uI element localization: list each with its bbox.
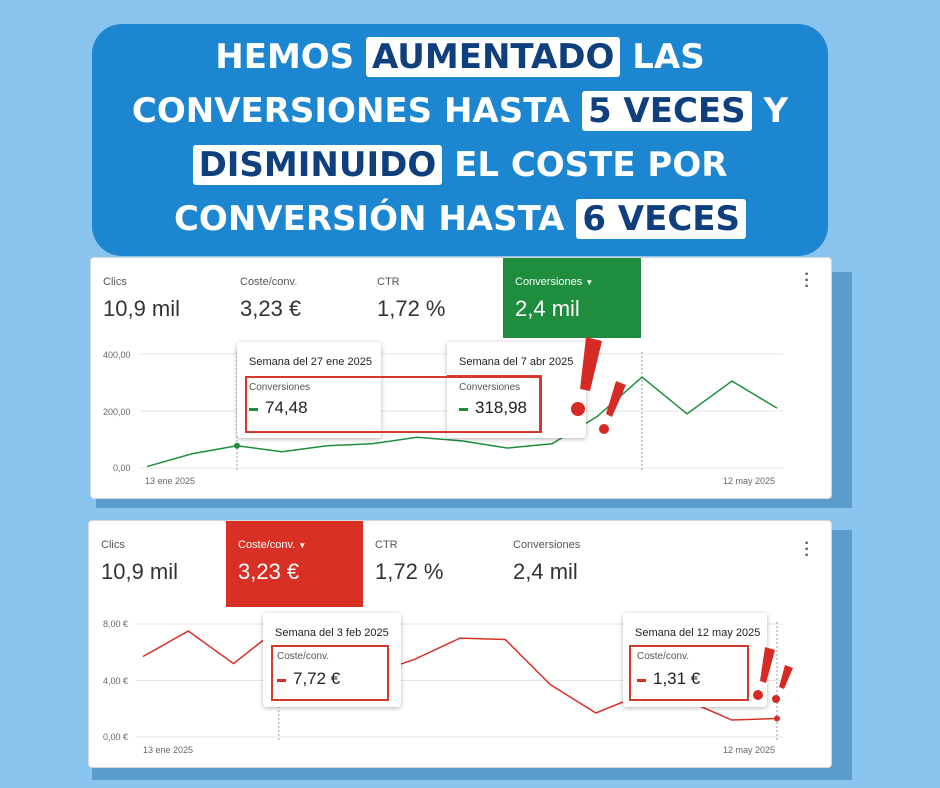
conversions-panel: Clics 10,9 mil Coste/conv. 3,23 € CTR 1,… [90,257,832,499]
metric-label: CTR [377,276,400,288]
tooltip-metric-label: Conversiones [459,382,521,393]
headline-line-2: CONVERSIONES HASTA 5 VECES Y [131,91,789,131]
metric-card-conversions[interactable]: Conversiones 2,4 mil [501,521,639,601]
y-tick-label: 8,00 € [103,619,129,629]
metric-value: 1,72 % [375,559,444,584]
x-tick-label-end: 12 may 2025 [723,476,776,486]
metric-card-conversions[interactable]: Conversiones ▼ 2,4 mil [503,258,641,338]
metric-value: 3,23 € [238,559,300,584]
headline-banner: HEMOS AUMENTADO LAS CONVERSIONES HASTA 5… [92,24,828,256]
tooltip-title: Semana del 27 ene 2025 [249,356,372,368]
metric-card-clicks[interactable]: Clics 10,9 mil [91,258,228,338]
headline-highlight-aumentado: AUMENTADO [366,37,621,77]
metric-label: Clics [103,276,127,288]
tooltip-week-12-may: Semana del 12 may 2025 Coste/conv. 1,31 … [623,613,767,707]
metric-value: 10,9 mil [103,296,181,321]
metric-label: Clics [101,539,125,551]
tooltip-title: Semana del 7 abr 2025 [459,356,574,368]
tooltip-value: 1,31 € [653,669,701,688]
exclamation-marks-icon [753,647,793,703]
highlight-frame [629,645,749,701]
x-tick-label-start: 13 ene 2025 [143,745,194,755]
y-tick-label: 4,00 € [103,676,129,686]
tooltip-metric-label: Coste/conv. [277,651,330,662]
metric-card-ctr[interactable]: CTR 1,72 % [365,258,502,338]
tooltip-value: 7,72 € [293,669,341,688]
cost-per-conversion-panel: Clics 10,9 mil Coste/conv. ▼ 3,23 € CTR … [88,520,832,768]
metric-card-cost-per-conversion[interactable]: Coste/conv. 3,23 € [228,258,365,338]
metric-value: 3,23 € [240,296,302,321]
tooltip-title: Semana del 3 feb 2025 [275,627,389,639]
series-color-dash [249,408,258,411]
headline-line-3: DISMINUIDO EL COSTE POR [92,138,828,192]
x-tick-label-start: 13 ene 2025 [145,476,196,486]
metric-label: CTR [375,539,398,551]
dropdown-caret-icon: ▼ [298,541,307,550]
headline-highlight-5-veces: 5 VECES [581,91,752,131]
headline-highlight-6-veces: 6 VECES [576,199,747,239]
metric-label: Conversiones ▼ [515,276,594,288]
series-color-dash [459,408,468,411]
metric-label: Conversiones [513,539,581,551]
headline-highlight-disminuido: DISMINUIDO [192,145,443,185]
series-color-dash [277,679,286,682]
metric-value: 2,4 mil [515,296,580,321]
tooltip-week-3-feb: Semana del 3 feb 2025 Coste/conv. 7,72 € [263,613,401,707]
tooltip-week-7-apr: Semana del 7 abr 2025 Conversiones 318,9… [447,342,586,438]
series-line [146,376,778,468]
exclamation-marks-icon [571,337,626,434]
highlight-frame [271,645,389,701]
more-options-icon[interactable]: · · · [804,266,810,295]
data-point[interactable] [774,715,780,722]
metric-value: 2,4 mil [513,559,578,584]
metric-card-cost-per-conversion[interactable]: Coste/conv. ▼ 3,23 € [226,521,363,607]
headline-line-1: HEMOS AUMENTADO LAS [215,37,705,77]
y-tick-label: 200,00 [103,407,131,417]
tooltip-title: Semana del 12 may 2025 [635,627,761,639]
data-point[interactable] [234,442,240,449]
metric-value: 1,72 % [377,296,446,321]
metric-card-ctr[interactable]: CTR 1,72 % [363,521,500,601]
more-options-icon[interactable]: · · · [804,535,810,564]
metric-label: Coste/conv. ▼ [238,539,307,551]
tooltip-metric-label: Conversiones [249,382,311,393]
headline-line-4: CONVERSIÓN HASTA 6 VECES [92,192,828,246]
dropdown-caret-icon: ▼ [585,278,594,287]
metric-value: 10,9 mil [101,559,179,584]
y-tick-label: 0,00 [113,463,131,473]
tooltip-week-27-jan: Semana del 27 ene 2025 Conversiones 74,4… [237,342,381,438]
tooltip-metric-label: Coste/conv. [637,651,690,662]
metric-card-clicks[interactable]: Clics 10,9 mil [89,521,226,601]
tooltip-value: 318,98 [475,398,527,417]
y-tick-label: 400,00 [103,350,131,360]
series-color-dash [637,679,646,682]
x-tick-label-end: 12 may 2025 [723,745,776,755]
highlight-frame [447,375,542,433]
metric-label: Coste/conv. [240,276,298,288]
y-tick-label: 0,00 € [103,732,129,742]
tooltip-value: 74,48 [265,398,308,417]
